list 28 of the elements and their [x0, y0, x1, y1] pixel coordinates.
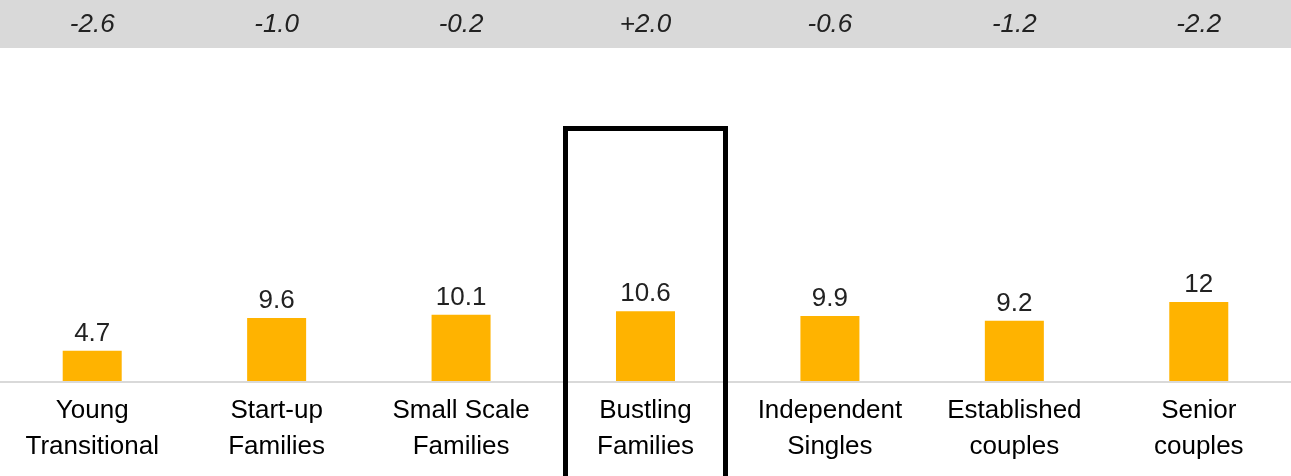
bar — [1169, 302, 1229, 382]
text: -0.2 — [437, 8, 485, 39]
x-tick-label: Start-up Families — [228, 394, 326, 460]
data-label: 9.2 — [996, 286, 1033, 317]
text: -1.0 — [253, 8, 301, 39]
text: +2.0 — [618, 8, 673, 39]
bar — [984, 320, 1044, 382]
x-tick-label: Small Scale Families — [392, 394, 530, 460]
bar — [62, 350, 122, 382]
x-tick-label: Established couples — [947, 394, 1082, 460]
text: -2.6 — [68, 8, 116, 39]
data-label: 10.6 — [620, 277, 671, 308]
bar — [431, 314, 491, 382]
bar — [615, 311, 675, 382]
text: -0.6 — [806, 8, 854, 39]
data-label: 9.6 — [258, 284, 295, 314]
data-label: 12 — [1184, 268, 1214, 298]
data-label: 10.1 — [435, 280, 487, 311]
x-tick-label: Senior couples — [1153, 394, 1244, 460]
text: -1.2 — [990, 8, 1038, 39]
data-label: 4.7 — [74, 316, 111, 347]
data-label: 9.9 — [811, 282, 848, 312]
x-tick-label: Young Transitional — [25, 394, 159, 460]
bar — [247, 318, 307, 382]
x-tick-label: Independent Singles — [757, 394, 903, 460]
text: -2.2 — [1175, 8, 1223, 39]
bar — [800, 316, 860, 382]
x-tick-label: Bustling Families — [597, 394, 694, 460]
